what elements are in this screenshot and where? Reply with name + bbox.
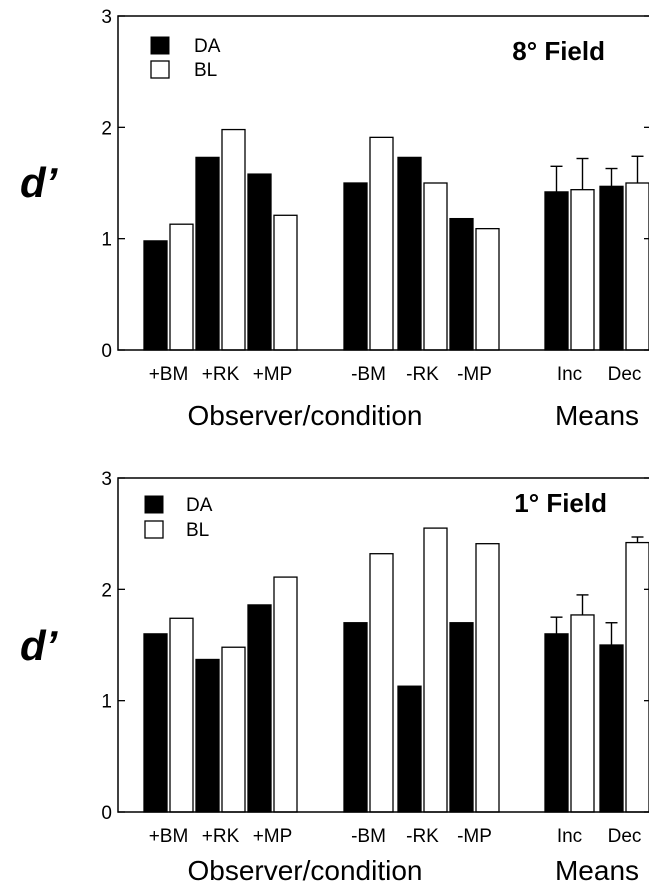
legend-swatch-da: [144, 495, 164, 514]
bar-bl-dec: [625, 541, 649, 813]
group-label-means: Means: [555, 400, 639, 431]
bar-da-bm: [143, 240, 168, 351]
group-label-observer: Observer/condition: [187, 400, 422, 431]
x-tick-label: +RK: [202, 364, 240, 385]
legend-swatch-bl: [144, 520, 164, 539]
x-tick-label: -RK: [406, 364, 439, 385]
bar-da-dec: [599, 644, 624, 813]
legend: DA BL: [144, 495, 213, 541]
x-tick-label: Inc: [557, 364, 582, 385]
bar-da-rk: [397, 156, 422, 351]
legend-swatch-da: [150, 36, 170, 55]
y-tick-label: 3: [101, 469, 112, 490]
chart-title: 8° Field: [512, 36, 605, 66]
bar-da-bm: [143, 633, 168, 813]
chart-panel-1: d’ +BM +RK +MP -BM -RK -MP Inc Dec 0 1 2 3 8° Field…: [20, 7, 649, 431]
bar-da-dec: [599, 185, 624, 351]
x-tick-label: +RK: [202, 826, 240, 847]
y-tick-label: 3: [101, 7, 112, 28]
bar-bl-bm: [369, 553, 394, 813]
y-axis-label: d’: [20, 622, 59, 669]
x-tick-label: -BM: [351, 826, 386, 847]
bar-bl-rk: [423, 527, 448, 813]
bar-da-rk: [195, 658, 220, 813]
y-tick-label: 0: [101, 803, 112, 824]
bar-bl-mp: [273, 214, 298, 351]
bar-da-mp: [247, 604, 272, 813]
chart-panel-2: d’ +BM +RK +MP -BM -RK -MP Inc Dec 0 1 2 3 1° Field…: [20, 469, 649, 886]
bar-da-rk: [397, 685, 422, 813]
legend-swatch-bl: [150, 60, 170, 79]
x-tick-label: +MP: [253, 364, 293, 385]
bar-bl-rk: [221, 128, 246, 351]
bar-da-inc: [544, 633, 569, 813]
group-label-means: Means: [555, 855, 639, 886]
axes-frame: [117, 15, 649, 351]
x-tick-label: -BM: [351, 364, 386, 385]
x-tick-label: -MP: [457, 826, 492, 847]
plot-area: +BM +RK +MP -BM -RK -MP Inc Dec 0 1 2 3: [101, 7, 649, 385]
x-tick-label: Dec: [608, 364, 642, 385]
bar-da-rk: [195, 156, 220, 351]
legend-label-da: DA: [186, 495, 213, 516]
x-tick-label: +MP: [253, 826, 293, 847]
bar-da-mp: [449, 622, 474, 813]
plot-area: +BM +RK +MP -BM -RK -MP Inc Dec 0 1 2 3: [101, 469, 649, 847]
legend-label-da: DA: [194, 36, 221, 57]
x-tick-label: -RK: [406, 826, 439, 847]
x-tick-label: +BM: [149, 364, 189, 385]
y-tick-label: 2: [101, 118, 112, 139]
bar-bl-mp: [475, 227, 500, 351]
bar-da-mp: [247, 173, 272, 351]
bar-bl-bm: [169, 617, 194, 813]
bar-bl-rk: [221, 646, 246, 813]
bar-da-bm: [343, 622, 368, 813]
bar-bl-dec: [625, 182, 649, 351]
x-tick-label: -MP: [457, 364, 492, 385]
y-tick-label: 1: [101, 692, 112, 713]
y-axis-label: d’: [20, 159, 59, 206]
y-tick-label: 1: [101, 230, 112, 251]
bar-bl-inc: [570, 614, 595, 813]
bar-bl-mp: [273, 576, 298, 813]
legend: DA BL: [150, 36, 221, 81]
bar-bl-mp: [475, 543, 500, 813]
axes-frame: [117, 477, 649, 813]
bar-bl-rk: [423, 182, 448, 351]
bar-da-inc: [544, 191, 569, 351]
x-tick-label: Inc: [557, 826, 582, 847]
x-tick-label: +BM: [149, 826, 189, 847]
legend-label-bl: BL: [186, 520, 209, 541]
y-tick-label: 0: [101, 341, 112, 362]
bar-da-bm: [343, 182, 368, 351]
chart-title: 1° Field: [514, 488, 607, 518]
bar-da-mp: [449, 217, 474, 351]
bar-bl-bm: [169, 223, 194, 351]
legend-label-bl: BL: [194, 60, 217, 81]
y-tick-label: 2: [101, 580, 112, 601]
group-label-observer: Observer/condition: [187, 855, 422, 886]
bar-bl-inc: [570, 189, 595, 351]
x-tick-label: Dec: [608, 826, 642, 847]
bar-bl-bm: [369, 136, 394, 351]
